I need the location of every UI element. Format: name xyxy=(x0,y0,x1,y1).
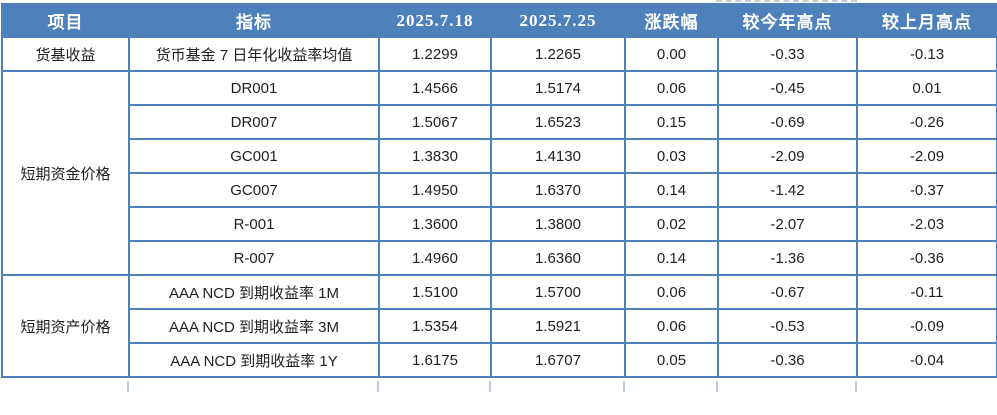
table-row: GC001 1.3830 1.4130 0.03 -2.09 -2.09 xyxy=(2,138,997,174)
cell-vs-year-high: -0.33 xyxy=(717,36,858,72)
cell-vs-year-high: -2.09 xyxy=(717,138,858,174)
next-row-gridline-stub xyxy=(127,381,129,392)
cell-vs-month-high: -0.04 xyxy=(856,342,997,378)
cell-vs-year-high: -2.07 xyxy=(717,206,858,242)
cell-vs-year-high: -0.53 xyxy=(717,308,858,344)
cell-vs-month-high: -0.13 xyxy=(856,36,997,72)
col-header-date-curr: 2025.7.25 xyxy=(490,3,626,38)
cell-prev-value: 1.4950 xyxy=(378,172,492,208)
table-row: R-007 1.4960 1.6360 0.14 -1.36 -0.36 xyxy=(2,240,997,276)
cell-vs-month-high: -0.37 xyxy=(856,172,997,208)
cell-change: 0.06 xyxy=(624,274,719,310)
cell-vs-year-high: -0.69 xyxy=(717,104,858,140)
cell-vs-month-high: -0.11 xyxy=(856,274,997,310)
cell-vs-month-high: -2.03 xyxy=(856,206,997,242)
cell-prev-value: 1.5100 xyxy=(378,274,492,310)
cell-vs-year-high: -0.45 xyxy=(717,70,858,106)
next-row-gridline-stub xyxy=(716,381,718,392)
col-header-vs-year-high: 较今年高点 xyxy=(717,3,858,38)
table-row: 短期资产价格 AAA NCD 到期收益率 1M 1.5100 1.5700 0.… xyxy=(1,274,997,378)
cutoff-next-row xyxy=(0,378,997,392)
cell-indicator: AAA NCD 到期收益率 1Y xyxy=(128,342,380,378)
cell-prev-value: 1.3600 xyxy=(378,206,492,242)
cell-vs-month-high: -0.09 xyxy=(856,308,997,344)
cell-prev-value: 1.5354 xyxy=(378,308,492,344)
cell-indicator: GC001 xyxy=(128,138,380,174)
cell-change: 0.03 xyxy=(624,138,719,174)
cell-prev-value: 1.4960 xyxy=(378,240,492,276)
cell-indicator: 货币基金 7 日年化收益率均值 xyxy=(128,36,380,72)
cell-indicator: DR007 xyxy=(128,104,380,140)
cell-curr-value: 1.3800 xyxy=(490,206,626,242)
col-header-vs-month-high: 较上月高点 xyxy=(856,3,997,38)
table-row: 货基收益 货币基金 7 日年化收益率均值 1.2299 1.2265 0.00 … xyxy=(1,36,997,72)
cell-curr-value: 1.6370 xyxy=(490,172,626,208)
cell-change: 0.14 xyxy=(624,240,719,276)
cell-prev-value: 1.5067 xyxy=(378,104,492,140)
cell-vs-year-high: -1.36 xyxy=(717,240,858,276)
table-header-row: 项目 指标 2025.7.18 2025.7.25 涨跌幅 较今年高点 较上月高… xyxy=(1,3,997,38)
cell-curr-value: 1.5921 xyxy=(490,308,626,344)
cell-vs-month-high: -2.09 xyxy=(856,138,997,174)
cell-change: 0.00 xyxy=(624,36,719,72)
cell-change: 0.15 xyxy=(624,104,719,140)
cell-indicator: DR001 xyxy=(128,70,380,106)
table-row: R-001 1.3600 1.3800 0.02 -2.07 -2.03 xyxy=(2,206,997,242)
col-header-item: 项目 xyxy=(1,3,130,38)
next-row-gridline-stub xyxy=(623,381,625,392)
cell-vs-year-high: -0.36 xyxy=(717,342,858,378)
col-header-change: 涨跌幅 xyxy=(624,3,719,38)
money-market-rates-table: 项目 指标 2025.7.18 2025.7.25 涨跌幅 较今年高点 较上月高… xyxy=(1,3,997,378)
cell-change: 0.05 xyxy=(624,342,719,378)
group-cell-money-fund: 货基收益 xyxy=(1,36,130,72)
table-row: 短期资金价格 DR001 1.4566 1.5174 0.06 -0.45 0.… xyxy=(1,70,997,276)
cell-prev-value: 1.6175 xyxy=(378,342,492,378)
cell-curr-value: 1.4130 xyxy=(490,138,626,174)
cell-vs-month-high: 0.01 xyxy=(856,70,997,106)
cell-vs-month-high: -0.26 xyxy=(856,104,997,140)
cell-prev-value: 1.3830 xyxy=(378,138,492,174)
col-header-date-prev: 2025.7.18 xyxy=(378,3,492,38)
cell-prev-value: 1.4566 xyxy=(378,70,492,106)
cell-curr-value: 1.5174 xyxy=(490,70,626,106)
table-row: DR007 1.5067 1.6523 0.15 -0.69 -0.26 xyxy=(2,104,997,140)
cell-prev-value: 1.2299 xyxy=(378,36,492,72)
cell-change: 0.02 xyxy=(624,206,719,242)
cell-indicator: AAA NCD 到期收益率 1M xyxy=(128,274,380,310)
cell-indicator: R-007 xyxy=(128,240,380,276)
cell-curr-value: 1.2265 xyxy=(490,36,626,72)
table-row: AAA NCD 到期收益率 1Y 1.6175 1.6707 0.05 -0.3… xyxy=(2,342,997,378)
table-row: GC007 1.4950 1.6370 0.14 -1.42 -0.37 xyxy=(2,172,997,208)
group-cell-short-term-funding: 短期资金价格 xyxy=(1,70,130,276)
next-row-gridline-stub xyxy=(489,381,491,392)
next-row-gridline-stub xyxy=(855,381,857,392)
cell-change: 0.14 xyxy=(624,172,719,208)
group-cell-short-term-assets: 短期资产价格 xyxy=(1,274,130,378)
cell-curr-value: 1.6523 xyxy=(490,104,626,140)
cell-indicator: R-001 xyxy=(128,206,380,242)
col-header-indicator: 指标 xyxy=(128,3,380,38)
cell-change: 0.06 xyxy=(624,70,719,106)
cell-curr-value: 1.5700 xyxy=(490,274,626,310)
cell-indicator: GC007 xyxy=(128,172,380,208)
cell-vs-month-high: -0.36 xyxy=(856,240,997,276)
table-row: AAA NCD 到期收益率 3M 1.5354 1.5921 0.06 -0.5… xyxy=(2,308,997,344)
cell-vs-year-high: -0.67 xyxy=(717,274,858,310)
cell-indicator: AAA NCD 到期收益率 3M xyxy=(128,308,380,344)
cell-curr-value: 1.6707 xyxy=(490,342,626,378)
cell-curr-value: 1.6360 xyxy=(490,240,626,276)
copy-marquee-dashes xyxy=(716,0,857,2)
cell-change: 0.06 xyxy=(624,308,719,344)
cell-vs-year-high: -1.42 xyxy=(717,172,858,208)
next-row-gridline-stub xyxy=(377,381,379,392)
